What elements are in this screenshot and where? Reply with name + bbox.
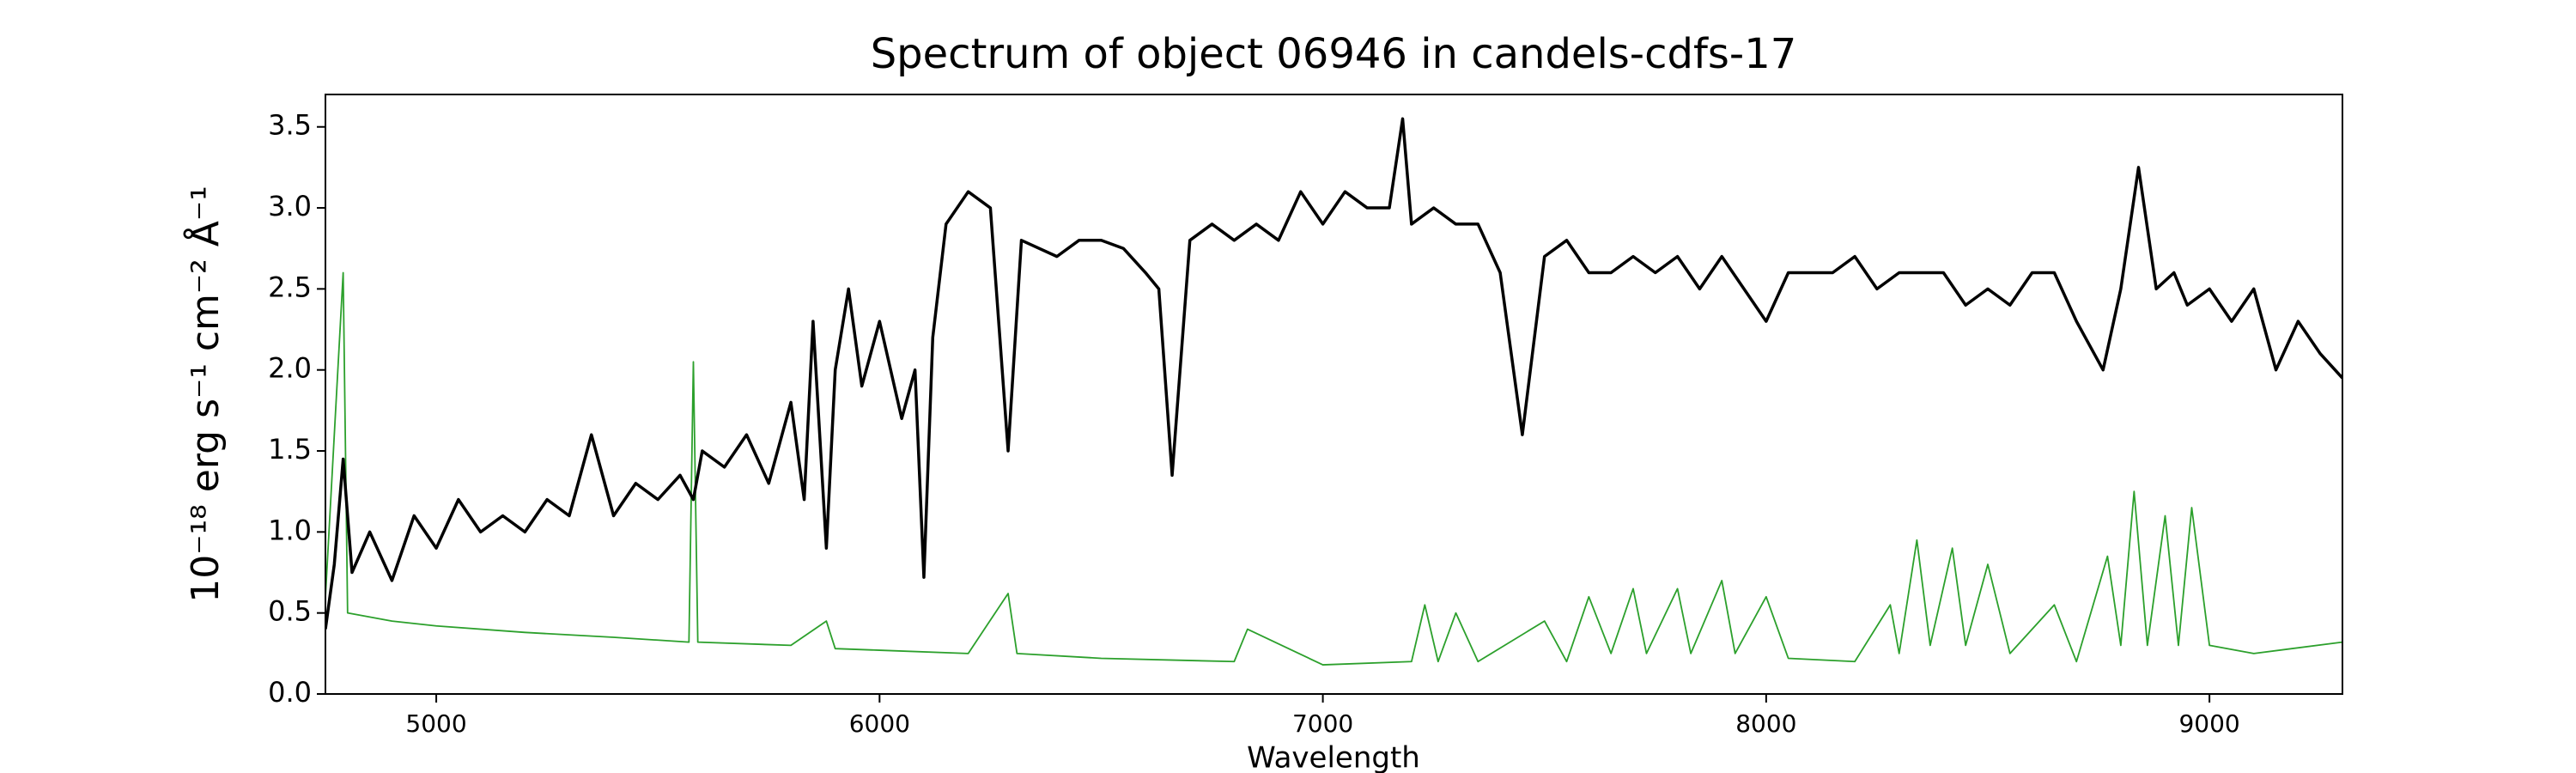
spectrum-line [325, 117, 2342, 630]
y-axis-label: 10⁻¹⁸ erg s⁻¹ cm⁻² Å⁻¹ [182, 186, 228, 602]
x-axis-label: Wavelength [1247, 741, 1420, 773]
x-tick-label: 9000 [2178, 709, 2239, 738]
y-tick-label: 3.5 [268, 109, 312, 142]
plot-frame [325, 94, 2343, 695]
y-tick-label: 2.5 [268, 271, 312, 303]
x-tick-label: 7000 [1292, 709, 1353, 738]
x-tick-label: 8000 [1735, 709, 1796, 738]
y-tick-label: 1.0 [268, 514, 312, 546]
y-tick-label: 3.0 [268, 190, 312, 222]
spectrum-line [325, 271, 2342, 666]
y-tick-label: 0.0 [268, 676, 312, 709]
x-tick-label: 6000 [849, 709, 910, 738]
y-tick-label: 2.0 [268, 352, 312, 385]
x-tick-label: 5000 [405, 709, 466, 738]
chart-title: Spectrum of object 06946 in candels-cdfs… [871, 30, 1797, 78]
y-tick-label: 0.5 [268, 595, 312, 628]
y-tick-label: 1.5 [268, 433, 312, 466]
